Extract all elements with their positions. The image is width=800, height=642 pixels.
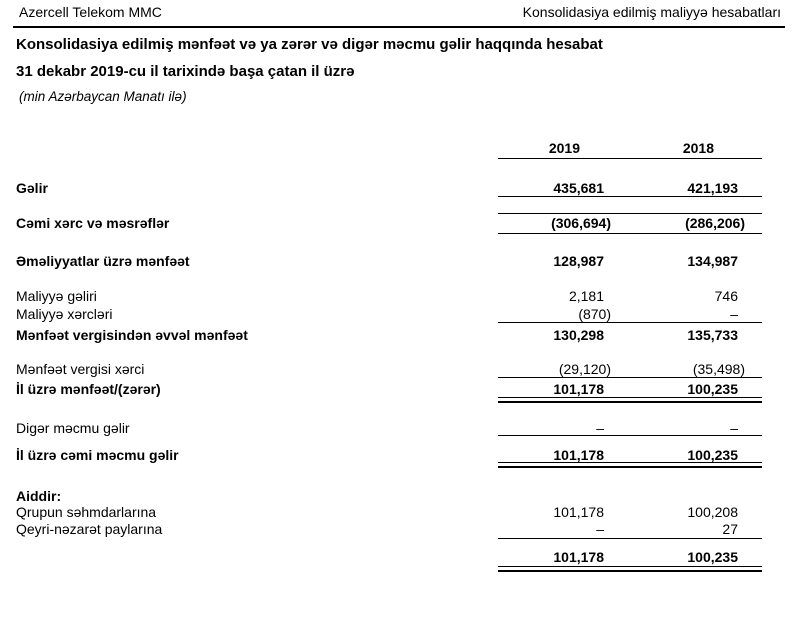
row-value-2019: 101,178 — [553, 381, 604, 397]
row-value-2019: – — [596, 521, 604, 537]
table-rule — [498, 322, 762, 323]
row-value-2018: 100,208 — [687, 504, 738, 520]
row-value-2018: – — [730, 306, 738, 322]
row-label: Gəlir — [16, 180, 48, 196]
table-rule — [498, 538, 762, 539]
table-rule — [498, 435, 762, 436]
row-value-2019: (870) — [578, 306, 611, 322]
table-rule — [498, 196, 762, 197]
table-row-operating-profit: Əməliyyatlar üzrə mənfəət 128,987 134,98… — [0, 254, 800, 269]
table-row-non-controlling-interests: Qeyri-nəzarət paylarına – 27 — [0, 522, 800, 537]
row-value-2018: 746 — [714, 288, 738, 304]
table-rule — [498, 233, 762, 234]
row-value-2019: (306,694) — [551, 215, 611, 231]
row-value-2018: 100,235 — [687, 549, 738, 565]
row-value-2018: – — [730, 420, 738, 436]
table-double-rule — [498, 397, 762, 403]
table-row-attributable-heading: Aiddir: — [0, 489, 800, 504]
column-header-2018: 2018 — [682, 140, 714, 156]
header-underline — [498, 158, 762, 159]
row-label: Əməliyyatlar üzrə mənfəət — [16, 253, 190, 269]
page-header: Azercell Telekom MMC Konsolidasiya edilm… — [13, 4, 785, 28]
row-label: Digər məcmu gəlir — [16, 420, 130, 436]
table-rule — [498, 213, 762, 214]
row-value-2019: – — [596, 420, 604, 436]
row-label: Maliyyə gəliri — [16, 288, 97, 304]
statement-period: 31 dekabr 2019-cu il tarixində başa çata… — [16, 63, 355, 80]
row-label: Mənfəət vergisi xərci — [16, 361, 145, 377]
table-row-income-tax: Mənfəət vergisi xərci (29,120) (35,498) — [0, 362, 800, 377]
row-value-2018: 100,235 — [687, 447, 738, 463]
table-row-finance-costs: Maliyyə xərcləri (870) – — [0, 307, 800, 322]
row-label: Maliyyə xərcləri — [16, 306, 113, 322]
row-value-2019: 130,298 — [553, 327, 604, 343]
row-value-2019: 128,987 — [553, 253, 604, 269]
row-label: İl üzrə cəmi məcmu gəlir — [16, 447, 179, 463]
row-value-2019: 2,181 — [568, 288, 604, 304]
column-header-2019: 2019 — [548, 140, 580, 156]
row-value-2019: 101,178 — [553, 504, 604, 520]
row-value-2019: 435,681 — [553, 180, 604, 196]
row-value-2018: (286,206) — [685, 215, 745, 231]
table-row-group-shareholders: Qrupun səhmdarlarına 101,178 100,208 — [0, 505, 800, 520]
row-label: Mənfəət vergisindən əvvəl mənfəət — [16, 327, 248, 343]
report-type: Konsolidasiya edilmiş maliyyə hesabatlar… — [522, 4, 781, 20]
row-value-2018: 134,987 — [687, 253, 738, 269]
currency-note: (min Azərbaycan Manatı ilə) — [19, 89, 187, 104]
statement-title: Konsolidasiya edilmiş mənfəət və ya zərə… — [16, 36, 603, 53]
row-value-2018: (35,498) — [692, 361, 745, 377]
table-row-finance-income: Maliyyə gəliri 2,181 746 — [0, 289, 800, 304]
table-row-profit-for-year: İl üzrə mənfəət/(zərər) 101,178 100,235 — [0, 382, 800, 397]
row-value-2018: 421,193 — [687, 180, 738, 196]
table-row-grand-total: 101,178 100,235 — [0, 550, 800, 565]
table-double-rule — [498, 566, 762, 572]
table-row-profit-before-tax: Mənfəət vergisindən əvvəl mənfəət 130,29… — [0, 328, 800, 343]
table-header-row: 2019 2018 — [0, 141, 800, 156]
row-value-2019: (29,120) — [558, 361, 611, 377]
table-double-rule — [498, 462, 762, 468]
row-value-2018: 100,235 — [687, 381, 738, 397]
row-value-2018: 27 — [722, 521, 738, 537]
company-name: Azercell Telekom MMC — [19, 4, 162, 20]
table-row-total-expenses: Cəmi xərc və məsrəflər (306,694) (286,20… — [0, 216, 800, 231]
row-label: Cəmi xərc və məsrəflər — [16, 215, 170, 231]
row-value-2019: 101,178 — [553, 447, 604, 463]
row-label: Qrupun səhmdarlarına — [16, 504, 157, 520]
row-label: Aiddir: — [16, 488, 62, 504]
table-row-other-comprehensive-income: Digər məcmu gəlir – – — [0, 421, 800, 436]
table-row-revenue: Gəlir 435,681 421,193 — [0, 181, 800, 196]
row-value-2019: 101,178 — [553, 549, 604, 565]
row-label: İl üzrə mənfəət/(zərər) — [16, 381, 161, 397]
table-row-total-comprehensive-income: İl üzrə cəmi məcmu gəlir 101,178 100,235 — [0, 448, 800, 463]
row-label: Qeyri-nəzarət paylarına — [16, 521, 163, 537]
table-rule — [498, 377, 762, 378]
row-value-2018: 135,733 — [687, 327, 738, 343]
